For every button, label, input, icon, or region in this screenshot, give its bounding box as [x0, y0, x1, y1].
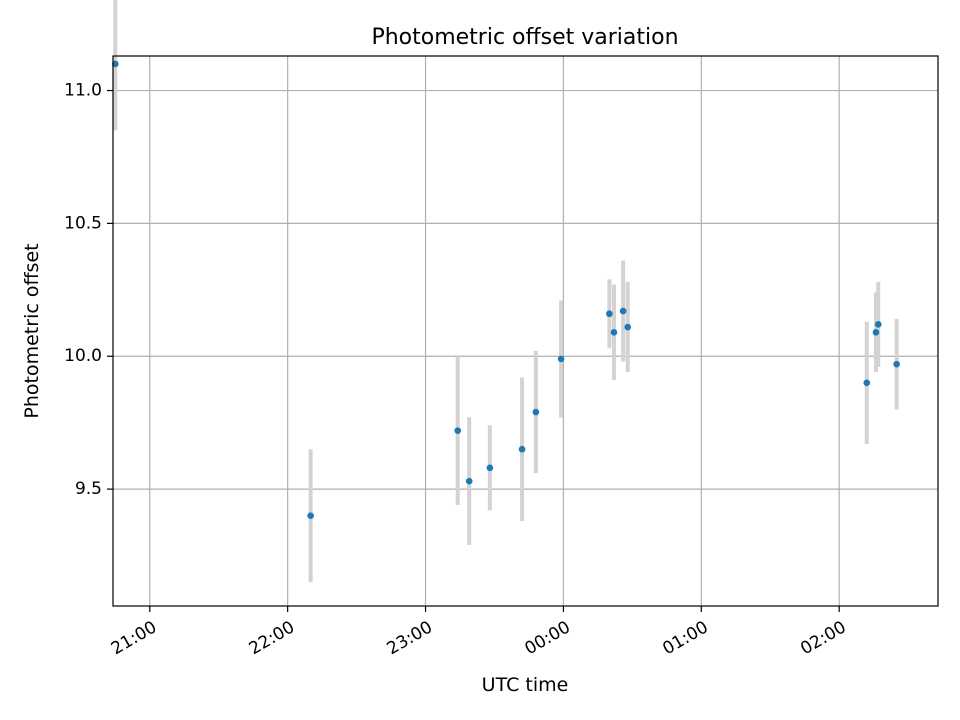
data-point	[863, 379, 871, 387]
data-point	[557, 355, 565, 363]
chart-title: Photometric offset variation	[371, 25, 678, 50]
data-point	[486, 464, 494, 472]
data-point	[518, 445, 526, 453]
data-point	[619, 307, 627, 315]
data-point	[893, 360, 900, 368]
data-point	[624, 323, 632, 331]
y-axis-label: Photometric offset	[21, 243, 43, 418]
data-point	[610, 329, 618, 336]
data-point	[606, 310, 613, 318]
y-tick-label: 9.5	[75, 479, 102, 499]
point-layer	[111, 60, 900, 519]
data-point	[874, 321, 882, 328]
y-tick-label: 10.0	[64, 346, 102, 366]
data-point	[111, 60, 119, 68]
x-axis-label: UTC time	[482, 674, 569, 696]
data-point	[454, 427, 462, 434]
grid-layer	[113, 56, 938, 606]
data-point	[872, 329, 880, 336]
data-point	[307, 512, 314, 519]
plot-frame	[112, 55, 939, 607]
y-tick-label: 11.0	[64, 81, 102, 101]
data-point	[532, 408, 540, 416]
y-tick-label: 10.5	[64, 213, 102, 233]
data-point	[465, 477, 473, 485]
